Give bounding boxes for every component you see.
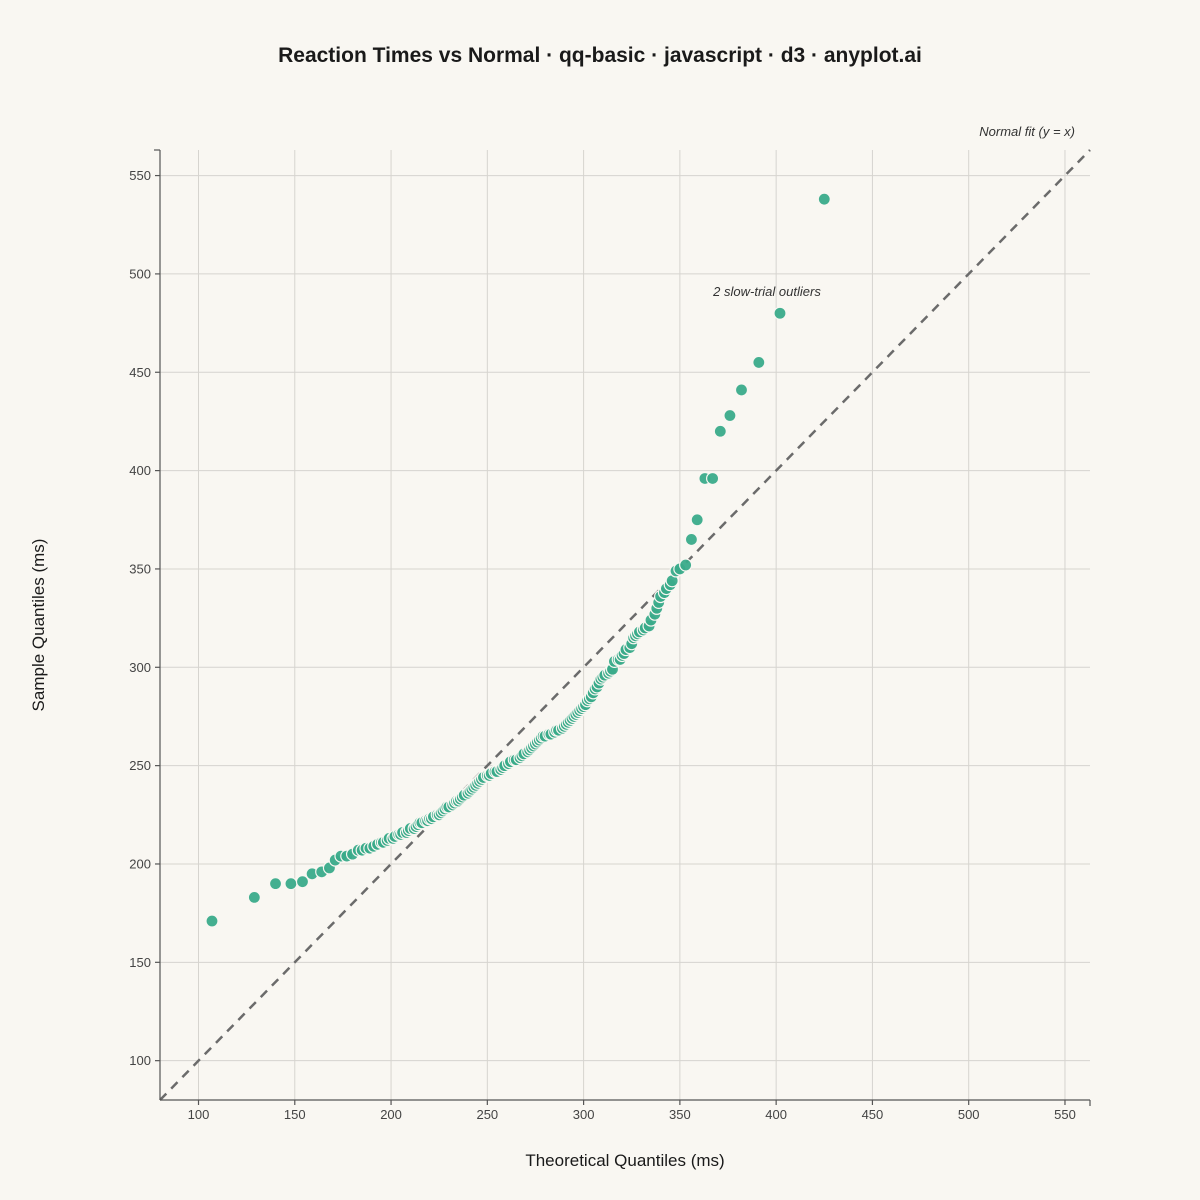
y-tick-label: 500 bbox=[129, 266, 151, 281]
data-point bbox=[295, 875, 310, 889]
y-tick-label: 200 bbox=[129, 856, 151, 871]
y-tick-label: 250 bbox=[129, 758, 151, 773]
axes: 100 150 200 250 300 350 400 450 500 550 100 150 200 2… bbox=[129, 149, 1091, 1122]
y-axis-title: Sample Quantiles (ms) bbox=[29, 539, 48, 712]
reference-line-label: Normal fit (y = x) bbox=[979, 124, 1075, 139]
data-point bbox=[706, 471, 720, 486]
x-axis-title: Theoretical Quantiles (ms) bbox=[525, 1151, 724, 1170]
x-tick-label: 500 bbox=[958, 1107, 980, 1122]
data-point bbox=[268, 877, 283, 891]
chart-title: Reaction Times vs Normal · qq-basic · ja… bbox=[278, 44, 922, 67]
grid bbox=[160, 150, 1090, 1100]
x-tick-label: 250 bbox=[476, 1107, 498, 1122]
data-point bbox=[679, 558, 693, 572]
x-tick-label: 350 bbox=[669, 1107, 691, 1122]
data-point bbox=[690, 513, 704, 527]
data-points bbox=[205, 192, 831, 928]
x-tick-label: 450 bbox=[862, 1107, 884, 1122]
x-tick-label: 400 bbox=[765, 1107, 787, 1122]
data-point bbox=[752, 355, 766, 370]
x-tick-label: 300 bbox=[573, 1107, 595, 1122]
data-point bbox=[713, 424, 727, 438]
y-tick-label: 450 bbox=[129, 365, 151, 380]
y-tick-label: 100 bbox=[129, 1053, 151, 1068]
outlier-annotation: 2 slow-trial outliers bbox=[712, 284, 821, 299]
data-point bbox=[723, 408, 737, 423]
y-tick-label: 400 bbox=[129, 463, 151, 478]
reference-line-group bbox=[159, 149, 1091, 1101]
data-point bbox=[247, 890, 261, 905]
data-point bbox=[205, 914, 219, 928]
data-point bbox=[734, 383, 749, 397]
data-point bbox=[284, 877, 298, 891]
data-point bbox=[684, 532, 699, 547]
y-tick-label: 350 bbox=[129, 561, 151, 576]
data-point bbox=[817, 192, 831, 206]
data-point bbox=[773, 306, 787, 320]
reference-line bbox=[159, 149, 1091, 1101]
x-tick-label: 550 bbox=[1054, 1107, 1076, 1122]
x-tick-label: 100 bbox=[188, 1107, 210, 1122]
x-tick-label: 200 bbox=[380, 1107, 402, 1122]
y-tick-label: 300 bbox=[129, 660, 151, 675]
y-tick-label: 550 bbox=[129, 168, 151, 183]
y-tick-label: 150 bbox=[129, 955, 151, 970]
x-tick-label: 150 bbox=[284, 1107, 306, 1122]
